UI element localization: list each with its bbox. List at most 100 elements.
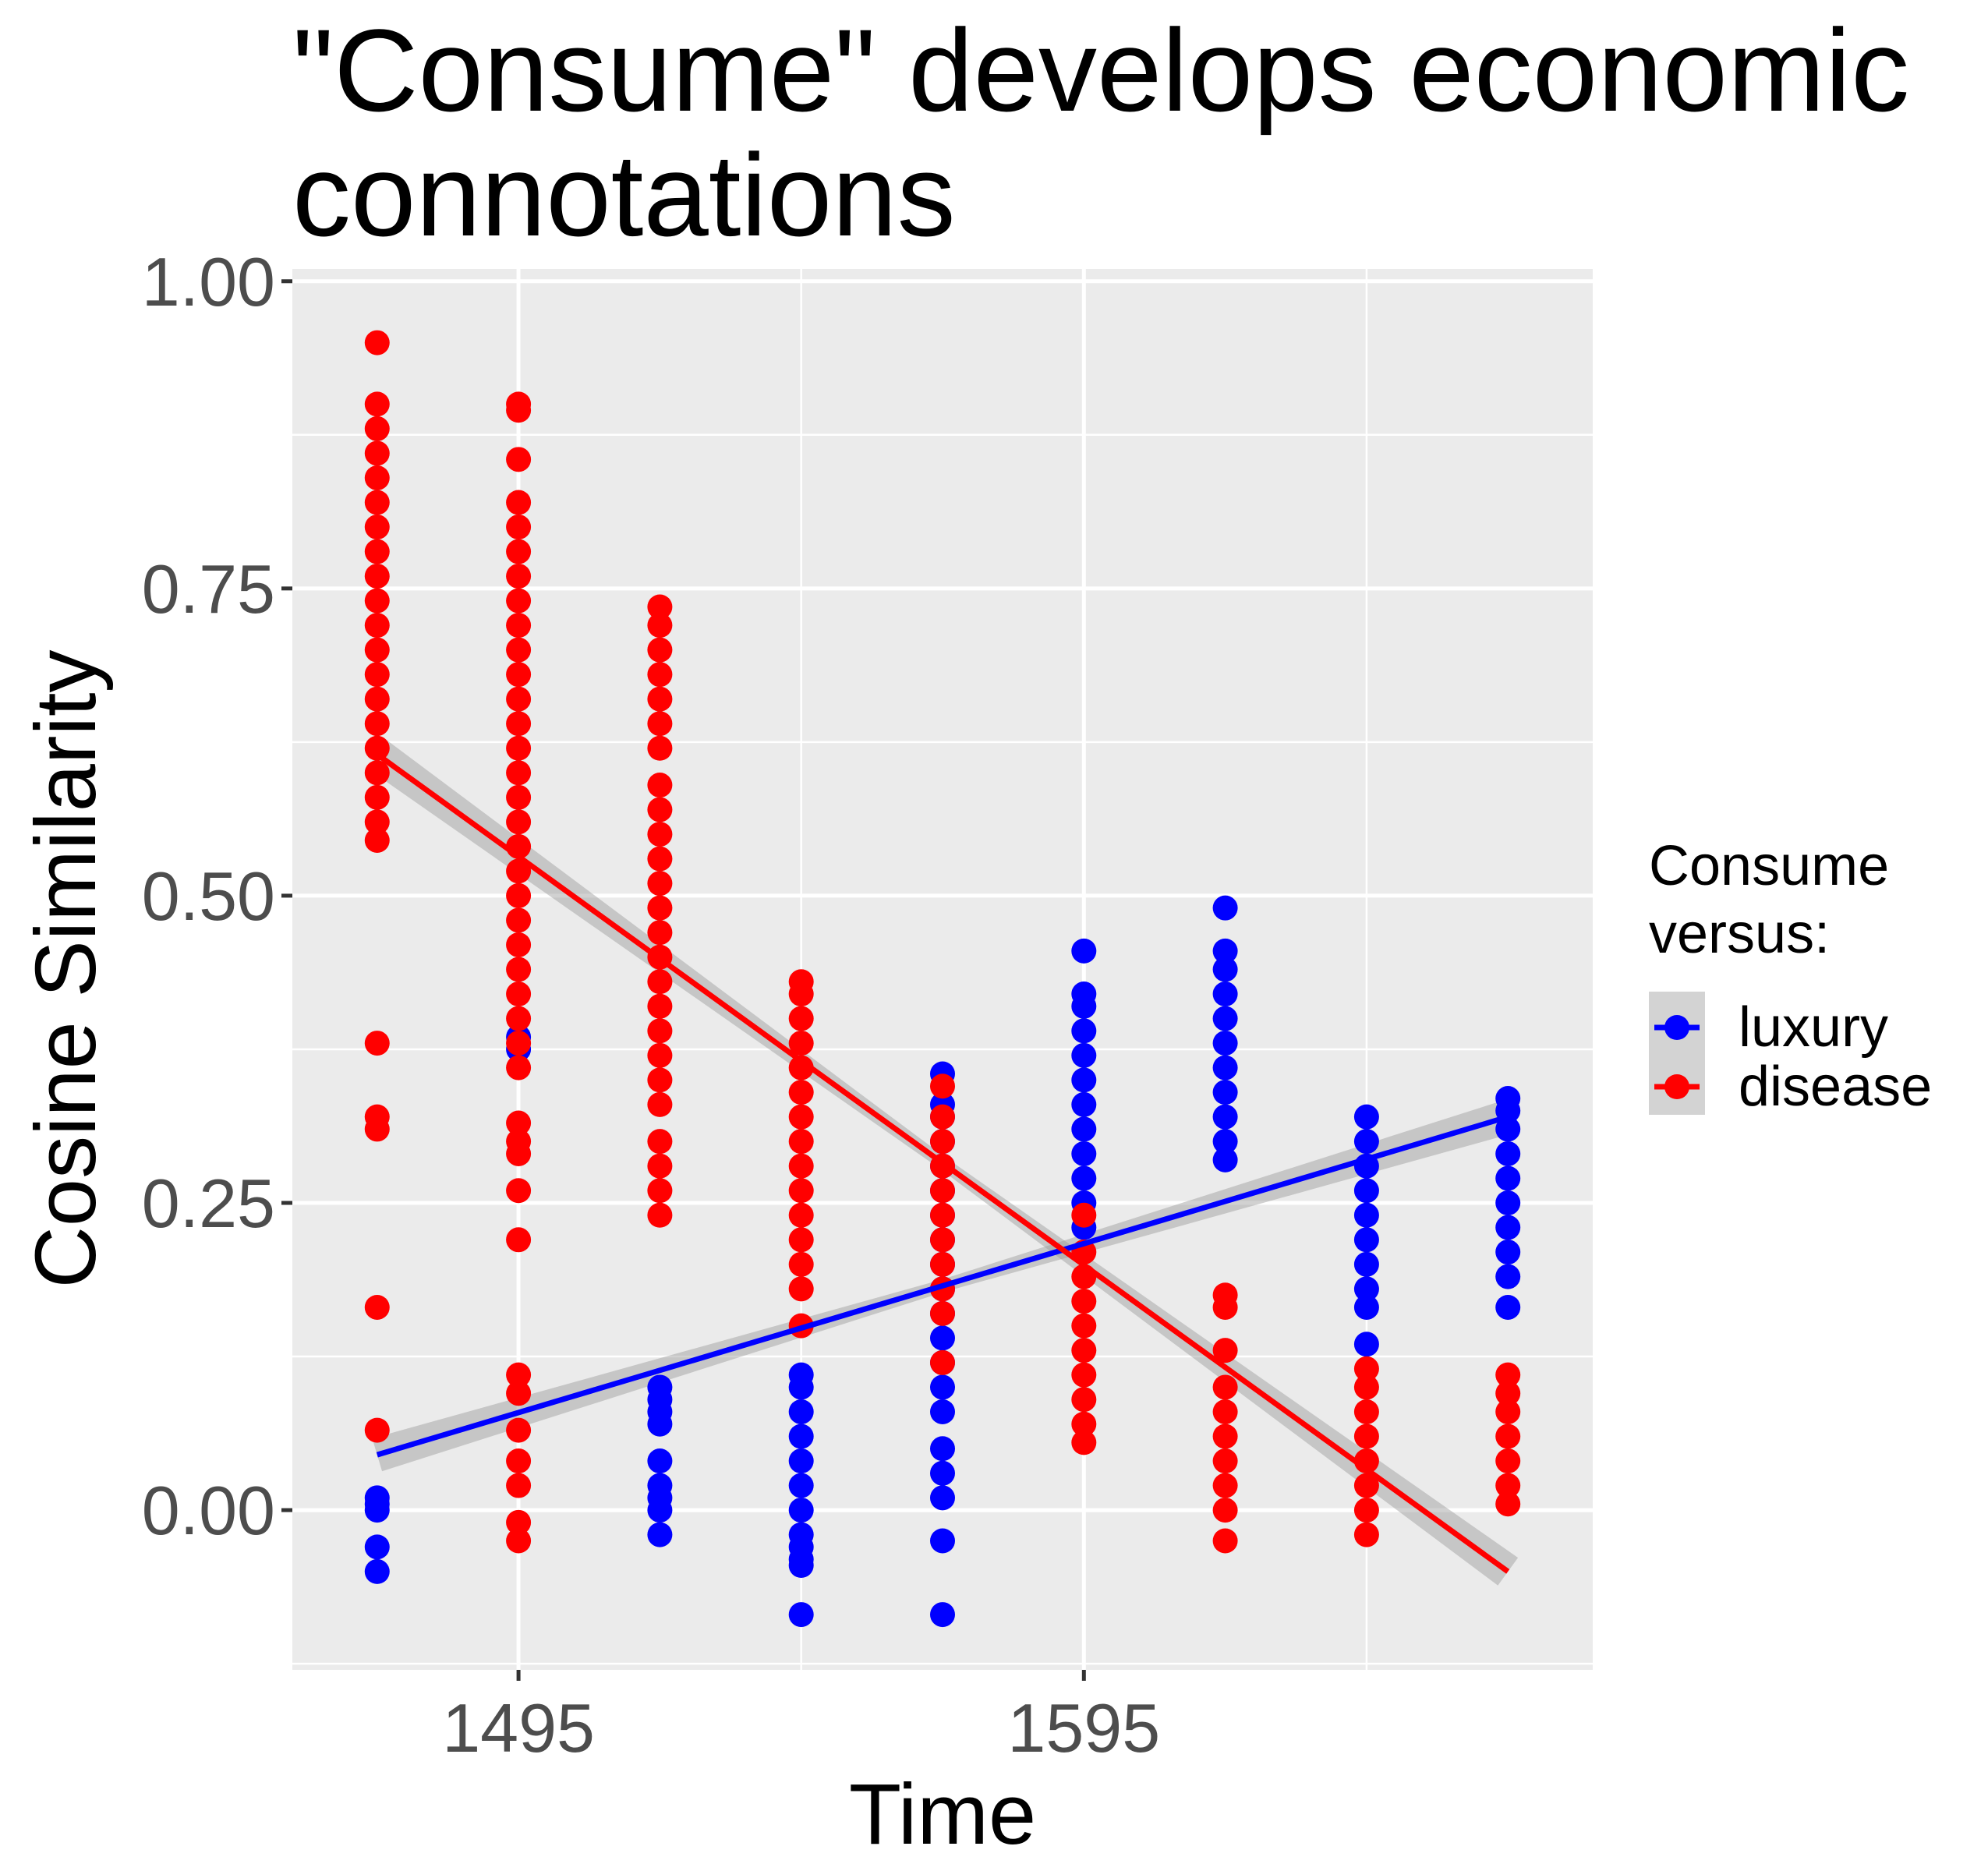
data-point-luxury: [1495, 1215, 1521, 1240]
data-points: [364, 330, 1521, 1628]
data-point-luxury: [1212, 1031, 1238, 1056]
data-point-luxury: [1071, 1141, 1097, 1166]
legend-keys: [1654, 1015, 1700, 1099]
data-point-disease: [1495, 1448, 1521, 1474]
data-point-luxury: [1353, 1332, 1379, 1357]
data-point-luxury: [788, 1362, 814, 1388]
data-point-disease: [364, 1417, 390, 1443]
data-point-disease: [788, 1251, 814, 1277]
legend: Consume versus: luxury disease: [1649, 835, 1932, 1118]
data-point-disease: [647, 871, 673, 897]
data-point-luxury: [1071, 1091, 1097, 1117]
data-point-luxury: [1212, 957, 1238, 982]
data-point-disease: [1212, 1282, 1238, 1308]
data-point-disease: [930, 1202, 955, 1228]
data-point-disease: [788, 1153, 814, 1179]
data-point-disease: [930, 1300, 955, 1326]
data-point-disease: [647, 895, 673, 921]
data-point-disease: [1353, 1498, 1379, 1523]
data-point-luxury: [788, 1424, 814, 1449]
x-tick-label: 1495: [442, 1689, 595, 1767]
data-point-luxury: [364, 1534, 390, 1560]
data-point-disease: [506, 957, 532, 982]
data-point-disease: [788, 1006, 814, 1031]
y-tick-label: 0.25: [142, 1165, 275, 1242]
data-point-disease: [506, 490, 532, 515]
data-point-disease: [1353, 1356, 1379, 1381]
y-axis-title: Cosine Similarity: [18, 649, 114, 1288]
data-point-disease: [506, 564, 532, 589]
data-point-luxury: [1353, 1251, 1379, 1277]
data-point-luxury: [930, 1374, 955, 1400]
data-point-luxury: [1212, 938, 1238, 964]
data-point-disease: [364, 330, 390, 355]
data-point-luxury: [930, 1602, 955, 1628]
data-point-disease: [364, 391, 390, 417]
data-point-disease: [506, 686, 532, 712]
data-point-disease: [1353, 1522, 1379, 1547]
data-point-luxury: [1212, 1129, 1238, 1155]
data-point-disease: [506, 1381, 532, 1406]
data-point-disease: [1212, 1374, 1238, 1400]
data-point-disease: [506, 1178, 532, 1204]
data-point-disease: [788, 1129, 814, 1155]
data-point-disease: [364, 662, 390, 688]
data-point-disease: [1071, 1338, 1097, 1363]
data-point-luxury: [930, 1528, 955, 1554]
data-point-luxury: [1353, 1276, 1379, 1302]
data-point-luxury: [788, 1448, 814, 1474]
data-point-disease: [1495, 1399, 1521, 1424]
data-point-disease: [506, 711, 532, 737]
data-point-disease: [1212, 1498, 1238, 1523]
data-point-disease: [1071, 1362, 1097, 1388]
data-point-luxury: [1212, 981, 1238, 1007]
data-point-luxury: [1353, 1294, 1379, 1320]
data-point-disease: [364, 827, 390, 853]
data-point-disease: [647, 1178, 673, 1204]
data-point-disease: [506, 613, 532, 638]
data-point-luxury: [1495, 1116, 1521, 1142]
data-point-disease: [1212, 1473, 1238, 1498]
data-point-disease: [1353, 1473, 1379, 1498]
data-point-disease: [1071, 1202, 1097, 1228]
data-point-disease: [364, 1104, 390, 1130]
data-point-disease: [647, 993, 673, 1019]
data-point-disease: [506, 1129, 532, 1155]
data-point-disease: [1495, 1424, 1521, 1449]
data-point-disease: [930, 1073, 955, 1099]
data-point-disease: [364, 539, 390, 564]
data-point-disease: [647, 1067, 673, 1093]
data-point-disease: [1353, 1424, 1379, 1449]
data-point-disease: [364, 440, 390, 466]
data-point-disease: [788, 1080, 814, 1105]
data-point-disease: [506, 1448, 532, 1474]
data-point-disease: [1212, 1528, 1238, 1554]
y-tick-label: 0.00: [142, 1472, 275, 1549]
data-point-disease: [647, 797, 673, 822]
data-point-disease: [1071, 1430, 1097, 1455]
data-point-disease: [364, 564, 390, 589]
data-point-disease: [1071, 1289, 1097, 1314]
data-point-disease: [506, 981, 532, 1007]
data-point-disease: [364, 735, 390, 761]
legend-key-point-luxury: [1664, 1015, 1689, 1040]
data-point-disease: [506, 515, 532, 540]
data-point-disease: [506, 1417, 532, 1443]
data-point-luxury: [1212, 1104, 1238, 1130]
trend-line-disease: [375, 752, 1510, 1574]
data-point-disease: [647, 773, 673, 798]
data-point-disease: [647, 1042, 673, 1068]
data-point-disease: [506, 882, 532, 908]
data-point-luxury: [1353, 1178, 1379, 1204]
data-point-disease: [1212, 1399, 1238, 1424]
data-point-disease: [506, 1227, 532, 1253]
data-point-disease: [788, 1055, 814, 1081]
y-tick-label: 1.00: [142, 243, 275, 320]
data-point-luxury: [930, 1460, 955, 1486]
data-point-luxury: [930, 1399, 955, 1424]
chart-title-line-1: "Consume" develops economic: [292, 5, 1909, 136]
data-point-disease: [364, 637, 390, 663]
data-point-disease: [506, 588, 532, 614]
data-point-disease: [1071, 1387, 1097, 1413]
data-point-disease: [506, 1528, 532, 1554]
